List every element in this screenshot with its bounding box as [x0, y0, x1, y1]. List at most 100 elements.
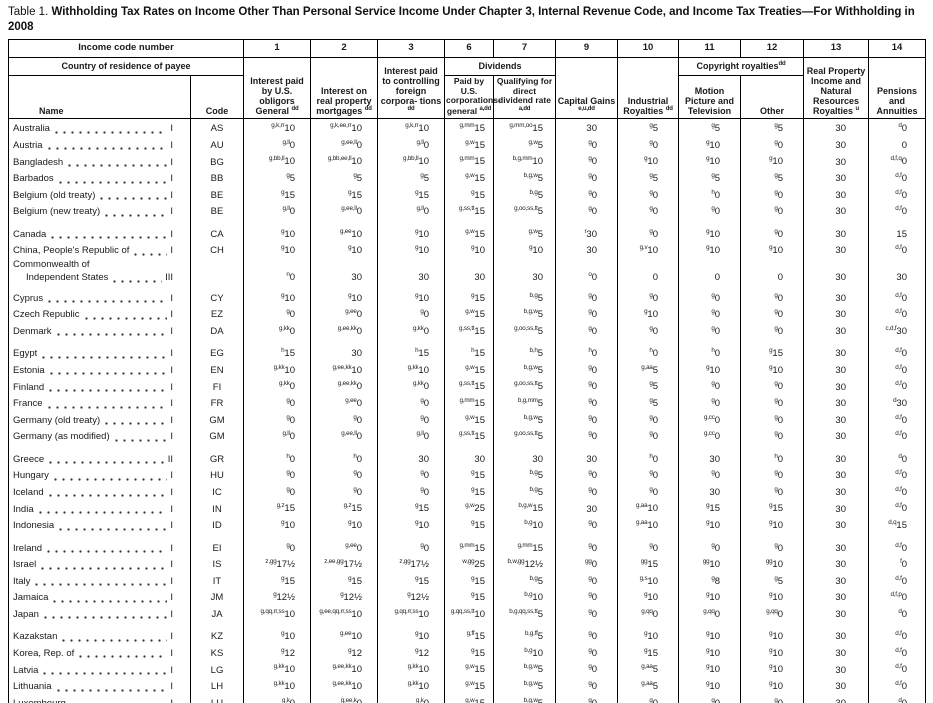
rate-cell: g,ee0 [310, 394, 378, 411]
rate-cell: g0 [740, 202, 804, 219]
rate-cell: g12½ [377, 588, 445, 605]
treaty-class: I [170, 348, 173, 360]
country-cell: Barbados I [8, 169, 191, 186]
treaty-class: I [170, 592, 173, 604]
footnote-ref: g,oo,ss,tt [514, 324, 538, 332]
rate-cell: 30 [678, 482, 741, 500]
rate-cell: g,mm15 [493, 538, 556, 556]
rate-cell: g15 [243, 185, 311, 203]
footnote-ref: g [348, 518, 352, 526]
footnote-ref: g,ee [339, 227, 352, 235]
rate-cell: g5 [377, 169, 445, 186]
rate-cell: 30 [803, 202, 869, 219]
rate-cell: h0 [678, 185, 741, 203]
footnote-ref: g [711, 397, 715, 405]
country-name: Finland [13, 381, 45, 393]
rate-cell: g10 [310, 515, 378, 533]
footnote-ref: h [286, 452, 290, 460]
rate-cell: g0 [555, 660, 618, 678]
rate-cell: g10 [678, 135, 741, 153]
footnote-ref: g [588, 541, 592, 549]
dividends-band: Dividends [444, 57, 556, 77]
footnote-ref: g [649, 188, 653, 196]
footnote-ref: h [649, 347, 653, 355]
country-name: Barbados [13, 173, 54, 185]
footnote-ref: g,qq,ss,tt [450, 607, 475, 615]
treaty-class: I [170, 431, 173, 443]
rate-cell: d0 [868, 118, 926, 136]
footnote-ref: g [588, 646, 592, 654]
country-code: LH [190, 677, 244, 694]
treaty-class: I [170, 631, 173, 643]
country-name: Hungary [13, 470, 49, 482]
income-code-3: 3 [377, 39, 445, 59]
footnote-ref: g [649, 205, 653, 213]
rate-cell: g,w5 [493, 224, 556, 242]
rate-cell: 30 [803, 449, 869, 467]
treaty-class: III [165, 272, 173, 284]
country-cell: China, People's Republic of I [8, 241, 191, 258]
country-name-line: Korea, Rep. of I [13, 647, 190, 660]
treaty-class: I [170, 325, 173, 337]
rate-cell: 30 [803, 305, 869, 322]
rate-cell: g10 [678, 360, 741, 378]
rate-cell: 30 [803, 677, 869, 694]
rate-cell: g12½ [310, 588, 378, 605]
rate-cell: g,w5 [493, 135, 556, 153]
footnote-ref: g,bb,ll [403, 155, 419, 163]
footnote-ref: g,w [465, 413, 475, 421]
rate-cell: d,f0 [868, 627, 926, 644]
footnote-ref: g [353, 172, 357, 180]
rate-cell: 30 [803, 627, 869, 644]
country-code: EZ [190, 305, 244, 322]
dot-leaders [47, 147, 168, 151]
footnote-ref: d,f [895, 574, 902, 582]
rate-cell: g10 [678, 224, 741, 242]
country-code: EI [190, 538, 244, 556]
rate-cell: g,cc0 [678, 410, 741, 428]
income-code-2: 2 [310, 39, 378, 59]
footnote-ref: g [281, 227, 285, 235]
rate-cell: b,g,w5 [493, 677, 556, 694]
rate-cell: 30 [803, 257, 869, 289]
country-row: India I IN g,z15 g,z15 g15 g,w25 b,g,w15 30 g,aa1… [8, 499, 926, 516]
spacer-cell [868, 218, 926, 225]
footnote-ref: h [774, 452, 778, 460]
rate-cell: 30 [444, 449, 494, 467]
footnote-ref: g [348, 244, 352, 252]
country-code [190, 257, 244, 289]
rate-cell: g12 [310, 643, 378, 661]
footnote-ref: g [774, 380, 778, 388]
footnote-ref: g,aa [641, 680, 653, 688]
country-cell: Belgium (old treaty) I [8, 185, 191, 203]
footnote-ref: z,gg [265, 558, 277, 566]
footnote-ref: b,g,w [523, 413, 538, 421]
rate-cell: b,g,w5 [493, 305, 556, 322]
rate-cell: g,kk10 [243, 660, 311, 678]
footnote-ref: g [774, 397, 778, 405]
spacer-cell [868, 532, 926, 539]
rate-cell: g5 [617, 169, 679, 186]
rate-cell: g10 [740, 627, 804, 644]
footnote-ref: g [353, 485, 357, 493]
footnote-ref: d,f,p [890, 591, 902, 599]
footnote-ref: b,g,w [523, 696, 538, 703]
footnote-ref: g,kk [412, 324, 424, 332]
rate-cell: g,kk10 [243, 360, 311, 378]
country-name: Cyprus [13, 292, 44, 304]
footnote-ref: g [706, 363, 710, 371]
rate-cell: g0 [555, 202, 618, 219]
dot-leaders [59, 527, 168, 531]
footnote-ref: g [774, 205, 778, 213]
rate-cell: g,ff15 [444, 627, 494, 644]
rate-cell: w,gg25 [444, 555, 494, 572]
income-code-7: 7 [493, 39, 556, 59]
rate-cell: h0 [740, 449, 804, 467]
footnote-ref: g [711, 308, 715, 316]
rate-cell: z,ee,gg17½ [310, 555, 378, 572]
country-code: KZ [190, 627, 244, 644]
rate-cell: gg15 [617, 555, 679, 572]
treaty-class: I [170, 664, 173, 676]
rate-cell: g0 [243, 466, 311, 483]
rate-cell: c,d,f30 [868, 321, 926, 339]
